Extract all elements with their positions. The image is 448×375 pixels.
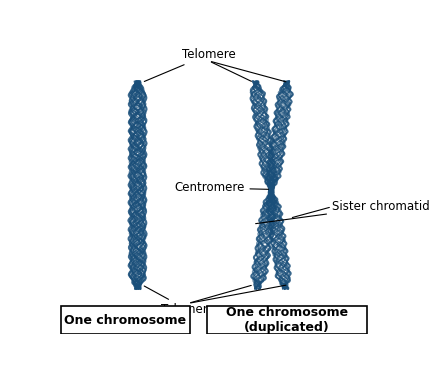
Text: One chromosome: One chromosome	[65, 314, 186, 327]
FancyBboxPatch shape	[61, 306, 190, 334]
Text: Centromere: Centromere	[174, 182, 268, 194]
FancyBboxPatch shape	[207, 306, 367, 334]
Text: One chromosome
(duplicated): One chromosome (duplicated)	[226, 306, 348, 334]
Text: Telomere: Telomere	[144, 286, 215, 316]
Text: Sister chromatid: Sister chromatid	[256, 200, 430, 223]
Text: Telomere: Telomere	[144, 48, 236, 81]
